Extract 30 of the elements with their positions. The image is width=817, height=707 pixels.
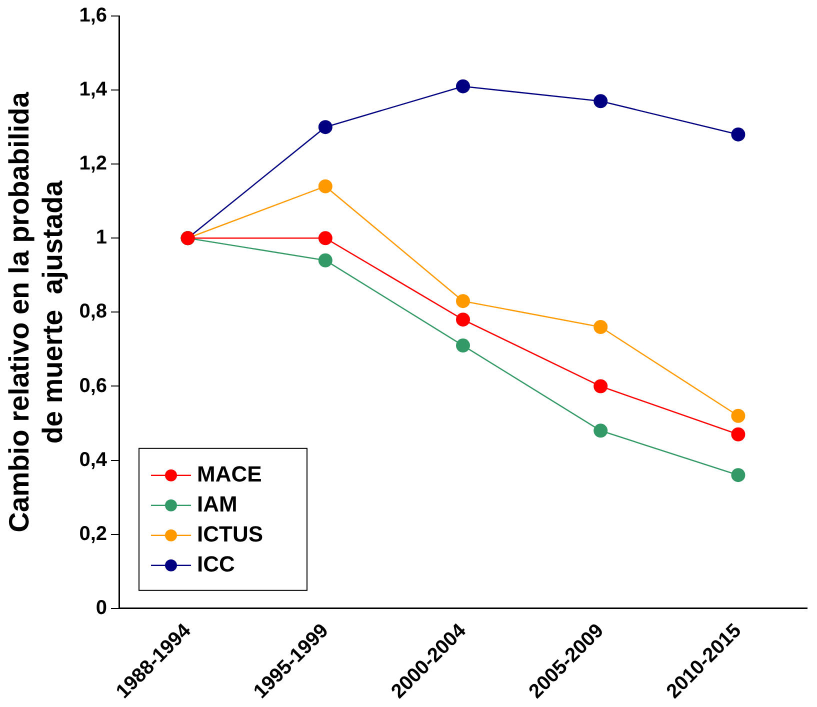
legend-label: ICC	[197, 551, 236, 576]
point	[731, 427, 746, 442]
y-tick-label: 1,4	[79, 78, 108, 101]
point	[594, 424, 608, 438]
legend-label: ICTUS	[197, 521, 264, 546]
y-axis-title: Cambio relativo en la probabilida de muerte ajustada	[4, 92, 68, 532]
y-tick-label: 0,8	[79, 300, 108, 323]
y-tick-label: 0,2	[79, 522, 108, 545]
point	[731, 408, 746, 423]
point	[594, 320, 608, 334]
point	[731, 468, 746, 482]
point	[318, 253, 332, 268]
y-tick-label: 0,4	[79, 448, 108, 471]
point	[456, 79, 470, 94]
legend-label: MACE	[197, 461, 262, 486]
point	[594, 94, 608, 108]
point	[456, 338, 470, 353]
y-tick-label: 0	[96, 596, 108, 619]
y-tick-label: 0,6	[79, 374, 108, 397]
point	[594, 379, 608, 394]
point	[731, 127, 746, 142]
y-tick-label: 1,6	[79, 4, 108, 27]
point	[456, 312, 470, 327]
y-tick-label: 1,2	[79, 152, 108, 175]
point	[318, 231, 332, 246]
legend-label: IAM	[197, 491, 238, 516]
point	[318, 179, 332, 194]
point	[456, 294, 470, 308]
point	[318, 120, 332, 134]
y-tick-label: 1	[96, 226, 108, 249]
